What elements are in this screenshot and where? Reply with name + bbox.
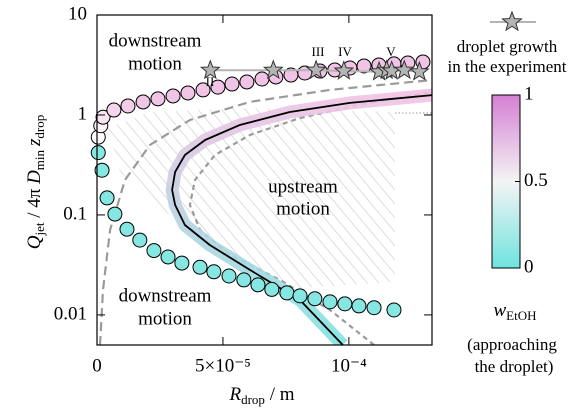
- curve: [188, 90, 432, 345]
- x-tick-label: 0: [92, 355, 102, 376]
- x-tick-label: 10⁻⁴: [331, 355, 367, 376]
- colorbar-note: (approaching: [467, 335, 557, 354]
- y-tick-label: 0.01: [54, 303, 87, 324]
- colorbar-tick-label: 1: [524, 83, 534, 104]
- x-tick-label: 5×10⁻⁵: [195, 355, 251, 376]
- marks: [90, 54, 431, 318]
- colorbar-tick-label: 0: [524, 256, 534, 277]
- curve: [98, 78, 432, 345]
- star: [393, 59, 415, 80]
- y-tick-label: 0.1: [63, 203, 87, 224]
- data-point: [95, 109, 111, 125]
- x-label-part: R: [228, 384, 241, 405]
- data-point: [386, 302, 402, 318]
- data-point: [322, 294, 338, 310]
- colorbar-label: wEtOH: [493, 300, 536, 323]
- plot-frame: [96, 14, 433, 346]
- y-axis-label: Qjet / 4π Dmin zdrop: [24, 115, 47, 250]
- star: [333, 60, 355, 80]
- y-tick-label: 1: [78, 103, 88, 124]
- data-point: [135, 94, 151, 110]
- data-point: [210, 79, 226, 95]
- data-point: [99, 190, 115, 206]
- data-point: [239, 74, 255, 90]
- data-point: [132, 232, 148, 248]
- star: [409, 60, 430, 81]
- y-label-part: / 4π: [24, 184, 45, 223]
- data-point: [174, 255, 190, 271]
- y-label-part: D: [24, 170, 45, 185]
- y-label-part: Q: [24, 235, 45, 249]
- data-point: [192, 259, 208, 275]
- data-point: [254, 71, 270, 87]
- plot-area: [97, 108, 432, 288]
- data-point: [356, 58, 372, 74]
- data-point: [221, 268, 237, 284]
- data-point: [106, 102, 122, 118]
- region-label: upstream: [268, 176, 338, 197]
- star-label: III: [312, 44, 325, 59]
- region-label: motion: [128, 53, 182, 74]
- data-point: [165, 88, 181, 104]
- y-tick-label: 10: [68, 3, 87, 24]
- colorbar-ticks: 00.51: [515, 83, 548, 277]
- data-point: [94, 162, 110, 178]
- legend-label: droplet growth: [457, 37, 558, 56]
- data-point: [119, 221, 135, 237]
- data-point: [160, 249, 176, 265]
- data-point: [292, 288, 308, 304]
- x-axis-label: Rdrop / m: [228, 384, 294, 407]
- data-point: [107, 206, 123, 222]
- star: [199, 59, 221, 80]
- x-label-part: drop: [241, 392, 265, 407]
- star: [305, 59, 327, 80]
- star-label: IV: [338, 44, 352, 59]
- colorbar-tick-label: 0.5: [524, 170, 548, 191]
- data-point: [224, 76, 240, 92]
- data-point: [146, 243, 162, 259]
- region-label: motion: [138, 308, 192, 329]
- data-point: [250, 277, 266, 293]
- region-label: motion: [276, 198, 330, 219]
- data-point: [351, 298, 367, 314]
- y-label-part: min: [32, 149, 47, 170]
- region-label: downstream: [119, 285, 212, 306]
- curve: [171, 94, 432, 345]
- colorbar-note: the droplet): [475, 357, 554, 376]
- data-point: [236, 272, 252, 288]
- data-point: [307, 291, 323, 307]
- axes: 0.01 0.1 1 10 0 5×10⁻⁵ 10⁻⁴: [54, 3, 432, 376]
- colorbar-label-part: w: [493, 300, 506, 321]
- star-label: V: [386, 44, 396, 59]
- region-label: downstream: [109, 30, 202, 51]
- data-point: [206, 264, 222, 280]
- data-point: [180, 85, 196, 101]
- y-label-part: jet: [32, 222, 47, 236]
- star: [262, 59, 284, 80]
- data-point: [90, 145, 106, 161]
- data-point: [279, 285, 295, 301]
- legend-label: in the experiment: [448, 57, 567, 76]
- data-point: [366, 300, 382, 316]
- data-point: [120, 98, 136, 114]
- star-label: II: [206, 74, 215, 89]
- data-point: [337, 296, 353, 312]
- y-label-part: drop: [32, 115, 47, 139]
- legend-star: [501, 10, 523, 32]
- y-label-part: z: [24, 138, 45, 147]
- data-point: [264, 281, 280, 297]
- colorbar-label-part: EtOH: [506, 308, 536, 323]
- curves: [98, 78, 432, 345]
- x-label-part: / m: [265, 384, 295, 405]
- data-point: [150, 91, 166, 107]
- data-point: [195, 82, 211, 98]
